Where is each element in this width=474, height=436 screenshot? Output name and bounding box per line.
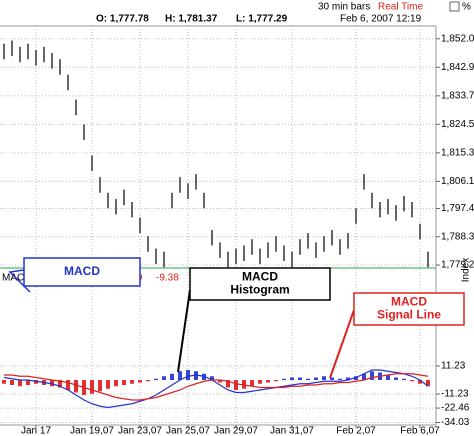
histogram-bar [130, 380, 134, 384]
histogram-bar [58, 380, 62, 388]
annotation-text: Signal Line [377, 308, 441, 322]
y-tick-label: 1,833.71 [441, 90, 474, 101]
annotation-text: MACD [242, 270, 278, 284]
x-tick-label: Feb 2,07 [336, 426, 376, 436]
histogram-bar [274, 380, 278, 382]
high: H: 1,781.37 [165, 14, 218, 25]
y2-tick-label: -11.23 [441, 389, 469, 400]
x-tick-label: Jan 29,07 [214, 426, 258, 436]
y2-tick-label: 11.23 [441, 361, 466, 372]
histogram-bar [98, 380, 102, 392]
histogram-bar [242, 380, 246, 389]
y2-tick-label: -34.03 [441, 417, 470, 428]
histogram-bar [314, 377, 318, 380]
timestamp: Feb 6, 2007 12:19 [340, 14, 422, 25]
histogram-bar [218, 380, 222, 383]
y-tick-label: 1,852.09 [441, 33, 474, 44]
histogram-bar [34, 380, 38, 384]
histogram-bar [90, 380, 94, 394]
histogram-bar [418, 380, 422, 384]
histogram-bar [186, 370, 190, 380]
y-tick-label: 1,824.52 [441, 119, 474, 130]
histogram-bar [394, 377, 398, 380]
histogram-bar [154, 378, 158, 380]
histogram-bar [370, 371, 374, 380]
histogram-bar [386, 375, 390, 380]
histogram-bar [258, 380, 262, 384]
histogram-bar [122, 380, 126, 385]
histogram-bar [226, 380, 230, 388]
signal-line [4, 373, 429, 401]
histogram-bar [2, 380, 6, 384]
y-tick-label: 1,815.33 [441, 148, 474, 159]
percent-checkbox[interactable] [449, 1, 460, 12]
histogram-bar [306, 378, 310, 380]
x-tick-label: Jan 25,07 [166, 426, 210, 436]
histogram-bar [346, 377, 350, 380]
axis-label: Index [461, 258, 472, 282]
histogram-bar [178, 371, 182, 380]
x-tick-label: Jan 23,07 [118, 426, 162, 436]
annotation-box [23, 257, 141, 287]
y-tick-label: 1,806.15 [441, 176, 474, 187]
histogram-bar [290, 377, 294, 380]
histogram-bar [330, 377, 334, 380]
histogram-bar [298, 377, 302, 380]
histogram-bar [138, 380, 142, 383]
histogram-bar [266, 380, 270, 383]
annotation-box [353, 292, 465, 326]
bar-interval: 30 min bars [318, 2, 370, 13]
histogram-bar [74, 380, 78, 393]
annotation-text: MACD [391, 295, 427, 309]
macd-legend-value: -9.38 [156, 273, 179, 284]
annotation-box [189, 267, 331, 301]
histogram-bar [282, 378, 286, 380]
low: L: 1,777.29 [236, 14, 288, 25]
histogram-bar [250, 380, 254, 387]
histogram-bar [426, 380, 430, 387]
histogram-bar [410, 380, 414, 382]
open: O: 1,777.78 [96, 14, 149, 25]
histogram-bar [18, 380, 22, 387]
histogram-bar [26, 380, 30, 385]
histogram-bar [146, 380, 150, 382]
histogram-bar [50, 380, 54, 387]
histogram-bar [338, 378, 342, 380]
x-tick-label: Jan 19,07 [70, 426, 114, 436]
macd-line [3, 369, 429, 409]
annotation-text: MACD [64, 264, 100, 278]
x-tick-label: Jan 17 [21, 426, 51, 436]
histogram-bar [234, 380, 238, 390]
x-tick-label: Feb 6,07 [400, 426, 440, 436]
histogram-bar [66, 380, 70, 390]
annotation-arrow [329, 309, 355, 379]
x-tick-label: Jan 31,07 [270, 426, 314, 436]
percent-label: % [462, 2, 471, 13]
histogram-bar [10, 380, 14, 385]
histogram-bar [402, 378, 406, 380]
histogram-bar [194, 371, 198, 380]
annotation-text: Histogram [230, 283, 289, 297]
real-time: Real Time [378, 2, 423, 13]
y-tick-label: 1,788.33 [441, 231, 474, 242]
histogram-bar [106, 380, 110, 389]
histogram-bar [362, 373, 366, 380]
y2-tick-label: -22.46 [441, 403, 470, 414]
histogram-bar [162, 376, 166, 380]
y-tick-label: 1,779.2 [441, 260, 474, 271]
histogram-bar [210, 376, 214, 380]
y-tick-label: 1,797.4 [441, 203, 474, 214]
histogram-bar [114, 380, 118, 387]
y-tick-label: 1,842.9 [441, 62, 474, 73]
annotation-arrow [177, 289, 191, 373]
histogram-bar [170, 373, 174, 380]
histogram-bar [322, 376, 326, 380]
